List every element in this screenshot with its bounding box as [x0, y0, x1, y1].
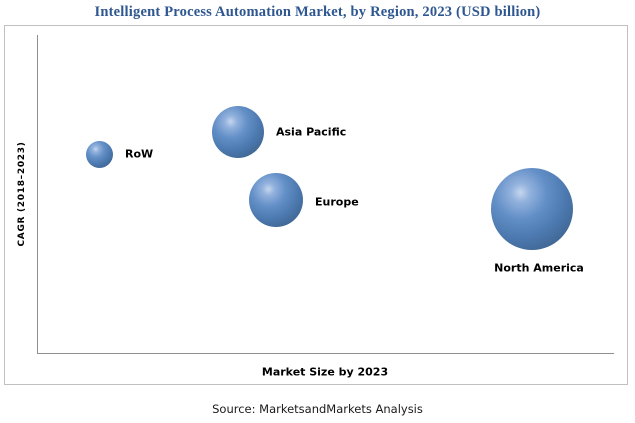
bubble-label-europe: Europe: [315, 195, 359, 209]
bubble-asia-pacific: [212, 106, 264, 158]
y-axis-label: CAGR (2018–2023): [17, 141, 27, 247]
x-axis-label: Market Size by 2023: [261, 365, 389, 379]
bubble-north-america: [491, 168, 573, 250]
bubble-label-asia-pacific: Asia Pacific: [276, 125, 347, 139]
chart-border-box: CAGR (2018–2023) RoW Asia Pacific Europe No…: [4, 25, 628, 385]
bubble-label-row: RoW: [125, 147, 154, 161]
chart-title: Intelligent Process Automation Market, b…: [94, 4, 541, 20]
source-note: Source: MarketsandMarkets Analysis: [212, 402, 423, 416]
plot-area: RoW Asia Pacific Europe North America: [37, 35, 614, 354]
bubble-europe: [249, 173, 303, 227]
bubble-label-north-america: North America: [494, 261, 584, 275]
bubble-row: [85, 140, 113, 168]
